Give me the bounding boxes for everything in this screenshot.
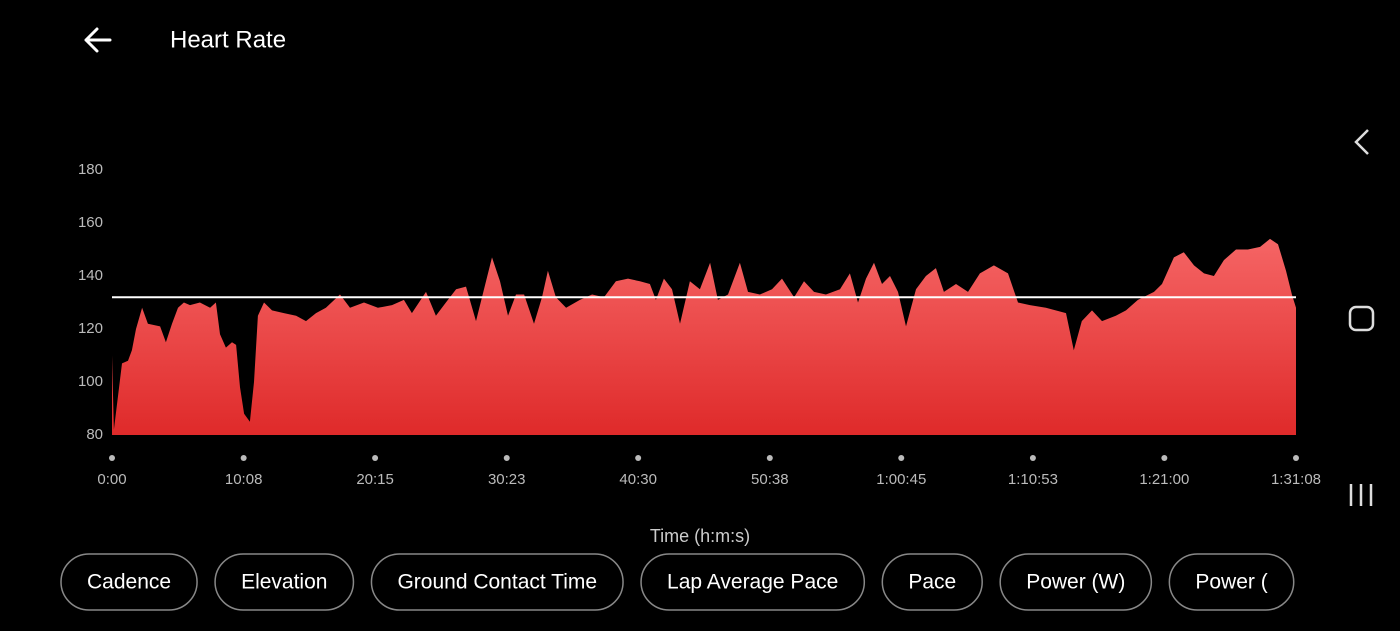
nav-bar xyxy=(1348,129,1375,506)
x-tick-label: 20:15 xyxy=(356,471,394,488)
x-tick-dot xyxy=(898,455,905,461)
nav-home[interactable] xyxy=(1348,305,1375,332)
chip-outline xyxy=(214,553,355,611)
chip-label: Elevation xyxy=(241,571,327,594)
x-axis-label: Time (h:m:s) xyxy=(650,526,750,546)
nav-recents[interactable] xyxy=(1349,484,1373,506)
x-tick-label: 10:08 xyxy=(225,471,263,488)
y-tick-label: 160 xyxy=(78,214,103,231)
chip-label: Pace xyxy=(908,571,956,594)
chip[interactable]: Pace xyxy=(881,553,983,611)
x-tick-dot xyxy=(766,455,773,461)
x-tick-label: 1:00:45 xyxy=(876,471,926,488)
y-tick-label: 100 xyxy=(78,373,103,390)
x-tick-label: 1:10:53 xyxy=(1008,471,1058,488)
x-tick-label: 1:21:00 xyxy=(1139,471,1189,488)
x-tick-dot xyxy=(1161,455,1168,461)
chip-outline xyxy=(881,553,983,611)
chip-label: Cadence xyxy=(87,571,171,594)
x-tick-dot xyxy=(109,455,115,461)
x-tick-label: 0:00 xyxy=(97,471,126,488)
back-button[interactable] xyxy=(84,27,112,53)
y-tick-label: 120 xyxy=(78,320,103,337)
x-tick-label: 1:31:08 xyxy=(1271,471,1321,488)
chip-outline xyxy=(640,553,866,611)
chip[interactable]: Ground Contact Time xyxy=(370,553,624,611)
chip-outline xyxy=(1168,553,1295,611)
chip-label: Ground Contact Time xyxy=(397,571,597,594)
heart-rate-area xyxy=(112,238,1296,435)
x-tick-dot xyxy=(503,455,510,461)
chip-label: Power (W) xyxy=(1026,571,1125,594)
chip[interactable]: Lap Average Pace xyxy=(640,553,866,611)
chip-label: Lap Average Pace xyxy=(667,571,838,594)
y-tick-label: 80 xyxy=(86,426,103,443)
chip[interactable]: Power (W) xyxy=(999,553,1153,611)
page-title: Heart Rate xyxy=(170,26,286,53)
chip-row: Cadence Elevation Ground Contact Time Lap A… xyxy=(60,553,1295,611)
x-tick-label: 40:30 xyxy=(619,471,657,488)
x-tick-label: 30:23 xyxy=(488,471,526,488)
chip[interactable]: Cadence xyxy=(60,553,198,611)
x-tick-dot xyxy=(635,455,642,461)
chip[interactable]: Power ( xyxy=(1168,553,1295,611)
y-tick-label: 180 xyxy=(78,161,103,178)
chip-label: Power ( xyxy=(1195,571,1267,594)
chip[interactable]: Elevation xyxy=(214,553,355,611)
x-tick-dot xyxy=(240,455,247,461)
nav-back[interactable] xyxy=(1354,129,1369,155)
x-tick-dot xyxy=(372,455,379,461)
y-tick-label: 140 xyxy=(78,267,103,284)
x-tick-label: 50:38 xyxy=(751,471,789,488)
chip-outline xyxy=(60,553,198,611)
chip-outline xyxy=(370,553,624,611)
x-tick-dot xyxy=(1029,455,1036,461)
x-tick-dot xyxy=(1293,455,1299,461)
chip-outline xyxy=(999,553,1153,611)
